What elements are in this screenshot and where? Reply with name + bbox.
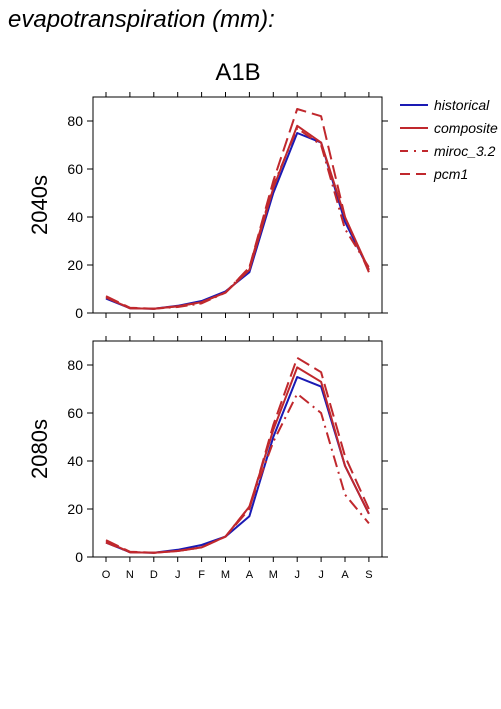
y-axis-label: 2040s xyxy=(27,175,52,235)
legend-label-composite: composite xyxy=(434,120,498,136)
legend-label-miroc_3.2: miroc_3.2 xyxy=(434,143,496,159)
x-tick-label: J xyxy=(318,569,324,581)
y-tick-label: 40 xyxy=(67,209,83,225)
y-tick-label: 60 xyxy=(67,161,83,177)
x-tick-label: A xyxy=(246,569,254,581)
x-tick-label: S xyxy=(365,569,372,581)
y-tick-label: 20 xyxy=(67,501,83,517)
x-tick-label: J xyxy=(294,569,300,581)
series-line-pcm1 xyxy=(105,356,370,554)
x-tick-label: F xyxy=(198,569,205,581)
legend-label-pcm1: pcm1 xyxy=(433,166,468,182)
y-tick-label: 60 xyxy=(67,405,83,421)
y-tick-label: 80 xyxy=(67,113,83,129)
x-tick-label: M xyxy=(221,569,230,581)
legend-label-historical: historical xyxy=(434,97,490,113)
x-tick-label: N xyxy=(126,569,134,581)
panel-2040s: 0 20 40 60 80 2040s xyxy=(27,92,388,321)
x-tick-label: J xyxy=(175,569,181,581)
page-title: evapotranspiration (mm): xyxy=(8,6,275,33)
x-tick-label: M xyxy=(269,569,278,581)
x-tick-label: A xyxy=(341,569,349,581)
chart-title: A1B xyxy=(215,59,260,86)
panel-2080s: 0 20 40 60 80 2080s xyxy=(27,336,388,565)
y-tick-label: 0 xyxy=(75,305,83,321)
y-tick-label: 80 xyxy=(67,357,83,373)
y-tick-label: 0 xyxy=(75,549,83,565)
plot-frame xyxy=(92,340,383,558)
series-line-composite xyxy=(105,366,370,554)
plot-frame xyxy=(92,96,383,314)
x-tick-label: D xyxy=(150,569,158,581)
x-tick-label: O xyxy=(102,569,111,581)
series-line-pcm1 xyxy=(105,108,370,310)
chart-legend: historical composite miroc_3.2 pcm1 xyxy=(400,97,498,182)
y-tick-label: 40 xyxy=(67,453,83,469)
series-line-miroc_3.2 xyxy=(105,392,370,554)
y-tick-label: 20 xyxy=(67,257,83,273)
y-axis-label: 2080s xyxy=(27,419,52,479)
chart-panels: 0 20 40 60 80 2040s 0 20 40 60 80 2080s xyxy=(27,92,388,565)
